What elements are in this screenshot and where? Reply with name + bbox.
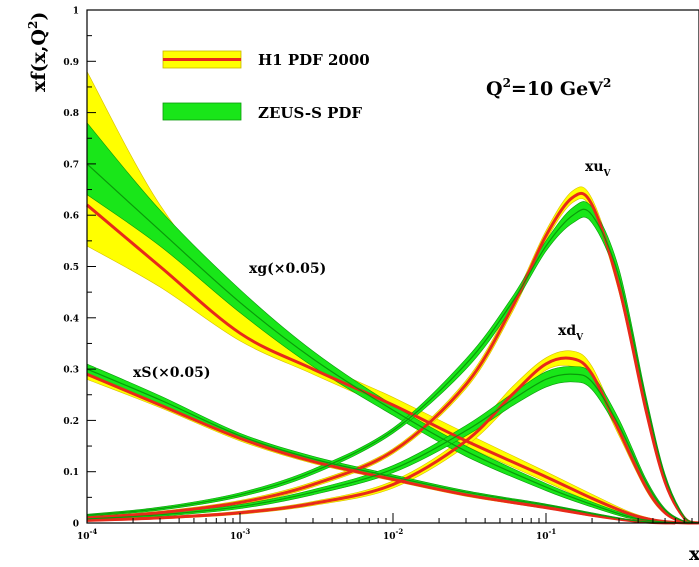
x-tick-label: 10-2 [383,527,403,542]
y-tick-label: 0.2 [63,417,79,427]
q2-main: Q [486,78,503,100]
legend-label-h1: H1 PDF 2000 [258,51,370,69]
y-tick-label: 0.8 [63,109,79,119]
q2-mid: =10 GeV [511,78,604,100]
x-tick-base: 10 [230,532,243,542]
line-zeus-s-pdf-xs-0-05 [86,368,676,524]
band-h1-pdf-2000-xuv [86,186,699,524]
y-tick-label: 0.5 [63,263,79,273]
x-tick-label: 10-3 [230,527,250,542]
band-zeus-s-pdf-xuv [86,201,699,524]
y-tick-label: 0.4 [63,314,79,324]
line-zeus-s-pdf-xdv [86,373,699,524]
y-tick-label: 0 [73,520,79,530]
q2-sup2: 2 [603,76,611,90]
legend-entry-h1: H1 PDF 2000 [162,50,370,69]
legend-label-zeus: ZEUS-S PDF [258,104,362,122]
y-tick-label: 0.3 [63,366,79,376]
legend-entry-zeus: ZEUS-S PDF [162,102,362,122]
y-axis-label: xf(x,Q2) [26,12,50,92]
x-tick-base: 10 [536,532,549,542]
y-axis-label-sup: 2 [26,21,40,29]
curve-label-xuv-sub: V [603,169,612,179]
curve-label-xdv-main: xd [558,323,576,339]
pdf-central-lines [86,163,699,525]
q2-sup1: 2 [503,76,511,90]
x-tick-exp: -4 [90,527,98,536]
x-tick-exp: -1 [549,527,557,536]
curve-label-xdv: xdV [558,323,584,343]
curve-label-xs: xS(×0.05) [133,365,211,381]
y-tick-label: 0.6 [63,212,79,222]
line-zeus-s-pdf-xuv [86,208,699,524]
x-tick-base: 10 [383,532,396,542]
x-axis-label: x [689,543,699,565]
line-h1-pdf-2000-xdv [86,356,699,525]
curve-label-xdv-sub: V [575,333,584,343]
axis-tick-labels: 00.10.20.30.40.50.60.70.80.9110-410-310-… [63,7,556,543]
y-tick-label: 1 [73,7,79,17]
y-tick-label: 0.1 [63,468,79,478]
y-tick-label: 0.7 [63,160,79,170]
line-h1-pdf-2000-xuv [86,191,699,525]
x-tick-label: 10-1 [536,527,556,542]
x-tick-base: 10 [77,532,90,542]
x-tick-exp: -2 [396,527,404,536]
curve-label-xuv-main: xu [585,159,604,175]
band-zeus-s-pdf-xg-0-05 [86,122,693,524]
band-zeus-s-pdf-xdv [86,366,699,524]
q2-annotation: Q2=10 GeV2 [486,76,611,100]
x-tick-exp: -3 [243,527,251,536]
y-axis-label-main: xf(x,Q [28,29,50,92]
legend-swatch-zeus [162,102,242,121]
curve-label-xuv: xuV [585,159,612,179]
y-tick-label: 0.9 [63,58,79,68]
curve-label-xg: xg(×0.05) [249,261,326,277]
axis-ticks [86,9,693,524]
legend: H1 PDF 2000 ZEUS-S PDF [162,50,370,122]
x-tick-label: 10-4 [77,527,97,542]
y-axis-label-close: ) [28,12,50,21]
pdf-bands [86,71,699,524]
